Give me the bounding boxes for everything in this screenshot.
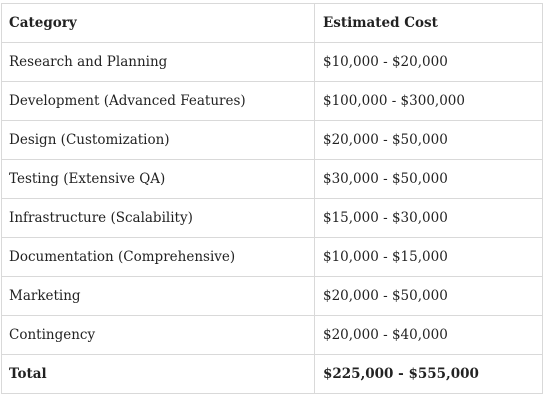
total-label: Total bbox=[1, 354, 315, 394]
table-header-row: Category Estimated Cost bbox=[1, 3, 543, 43]
category-cell: Documentation (Comprehensive) bbox=[1, 237, 315, 277]
cost-cell: $30,000 - $50,000 bbox=[314, 159, 543, 199]
cost-cell: $10,000 - $15,000 bbox=[314, 237, 543, 277]
table-row: Contingency $20,000 - $40,000 bbox=[1, 315, 543, 355]
cost-cell: $20,000 - $50,000 bbox=[314, 276, 543, 316]
table-row: Marketing $20,000 - $50,000 bbox=[1, 276, 543, 316]
header-category: Category bbox=[1, 3, 315, 43]
cost-cell: $100,000 - $300,000 bbox=[314, 81, 543, 121]
category-cell: Contingency bbox=[1, 315, 315, 355]
table-row: Infrastructure (Scalability) $15,000 - $… bbox=[1, 198, 543, 238]
table-row: Testing (Extensive QA) $30,000 - $50,000 bbox=[1, 159, 543, 199]
total-cost: $225,000 - $555,000 bbox=[314, 354, 543, 394]
cost-estimate-table: Category Estimated Cost Research and Pla… bbox=[1, 3, 543, 394]
cost-table-container: Category Estimated Cost Research and Pla… bbox=[1, 3, 543, 394]
total-row: Total $225,000 - $555,000 bbox=[1, 354, 543, 394]
category-cell: Development (Advanced Features) bbox=[1, 81, 315, 121]
category-cell: Infrastructure (Scalability) bbox=[1, 198, 315, 238]
cost-cell: $20,000 - $50,000 bbox=[314, 120, 543, 160]
table-row: Research and Planning $10,000 - $20,000 bbox=[1, 42, 543, 82]
cost-cell: $10,000 - $20,000 bbox=[314, 42, 543, 82]
cost-cell: $15,000 - $30,000 bbox=[314, 198, 543, 238]
table-row: Documentation (Comprehensive) $10,000 - … bbox=[1, 237, 543, 277]
category-cell: Testing (Extensive QA) bbox=[1, 159, 315, 199]
category-cell: Research and Planning bbox=[1, 42, 315, 82]
cost-cell: $20,000 - $40,000 bbox=[314, 315, 543, 355]
category-cell: Design (Customization) bbox=[1, 120, 315, 160]
table-row: Design (Customization) $20,000 - $50,000 bbox=[1, 120, 543, 160]
category-cell: Marketing bbox=[1, 276, 315, 316]
header-estimated-cost: Estimated Cost bbox=[314, 3, 543, 43]
table-row: Development (Advanced Features) $100,000… bbox=[1, 81, 543, 121]
